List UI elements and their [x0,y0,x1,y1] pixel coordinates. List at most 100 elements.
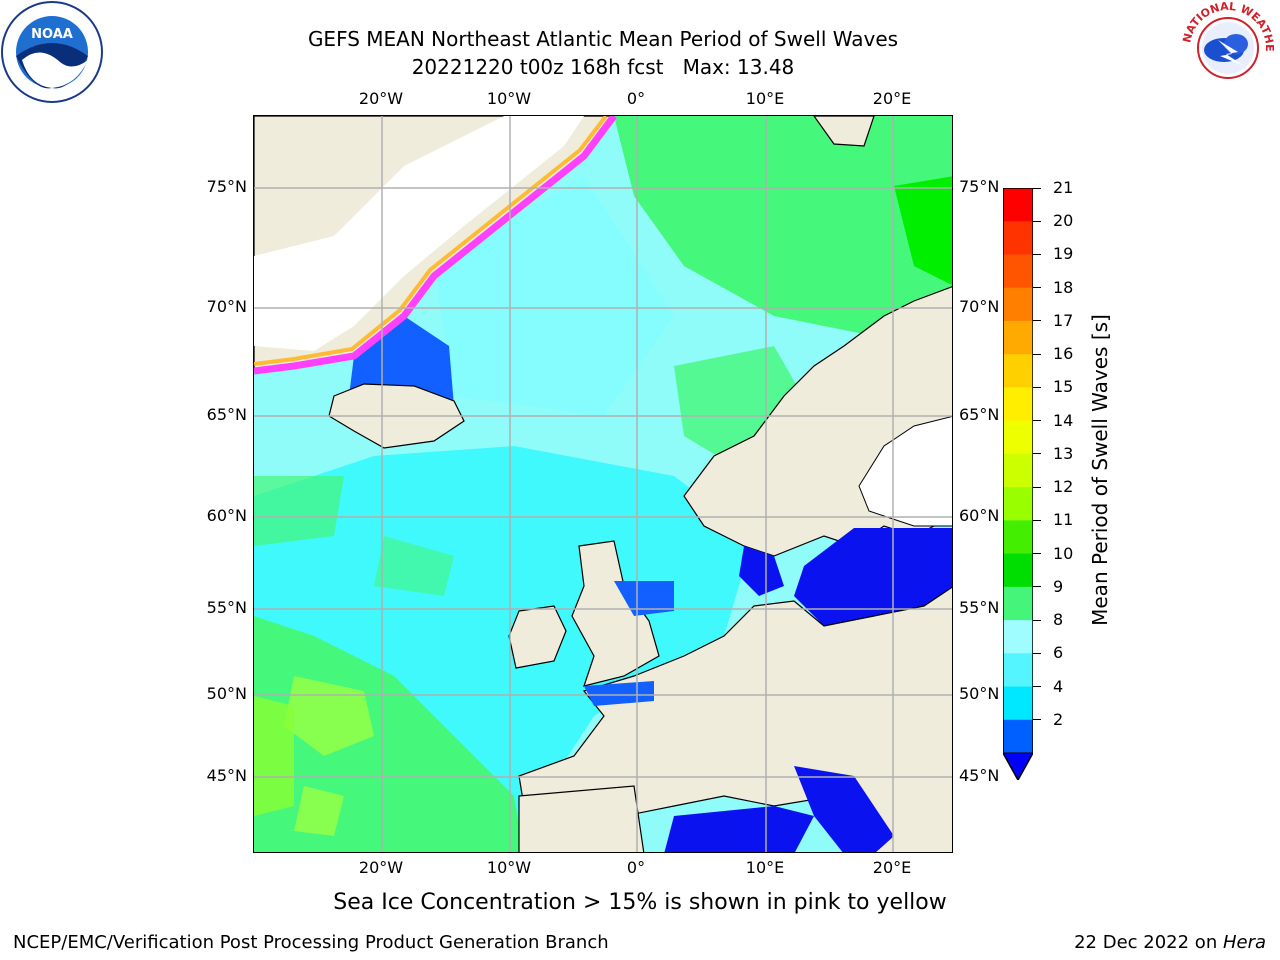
colorbar-band [1003,254,1033,289]
colorbar-tick-label: 2 [1053,709,1064,729]
colorbar-band [1003,686,1033,721]
ocean-yellowgreen-patch [284,676,374,756]
colorbar-band [1003,287,1033,322]
swell-period-map [253,115,953,853]
greenland-ice [254,116,584,351]
colorbar-tick-mark [1033,220,1041,222]
lat-label-right: 60°N [959,506,1000,525]
colorbar-tick-label: 17 [1053,310,1074,330]
colorbar-tick-label: 4 [1053,676,1064,696]
lon-label-top: 20°E [872,89,912,108]
lon-label-top: 20°W [358,89,404,108]
sea-ice-edge [254,116,617,375]
colorbar-tick-mark [1033,719,1041,721]
colorbar-tick-label: 21 [1053,178,1074,197]
run-date: 22 Dec 2022 on Hera [1074,932,1266,953]
colorbar-tick-label: 8 [1053,610,1064,630]
colorbar-tick-mark [1033,652,1041,654]
colorbar-tick-mark [1033,187,1041,189]
lon-label-bottom: 10°W [486,858,532,877]
colorbar-band [1003,420,1033,455]
lon-label-top: 0° [626,89,646,108]
colorbar-title-wrap: Mean Period of Swell Waves [s] [940,314,1260,626]
lat-label-left: 70°N [206,297,247,316]
lat-label-right: 55°N [959,598,1000,617]
colorbar-tick-label: 11 [1053,510,1074,530]
colorbar-tick-mark [1033,287,1041,289]
lat-label-right: 50°N [959,684,1000,703]
colorbar-band [1003,188,1033,222]
sea-ice-edge-inner [254,116,608,366]
chart-title-line1: GEFS MEAN Northeast Atlantic Mean Period… [307,27,899,51]
ocean-green-region [614,116,952,336]
ocean-yellowgreen-patch [294,786,344,836]
colorbar-tick-label: 15 [1053,377,1074,397]
skagerrak-blue [739,546,784,596]
ocean-green-region [254,476,344,546]
colorbar-tick-mark [1033,420,1041,422]
map-svg [254,116,952,852]
mediterranean-blue [664,806,814,852]
noaa-logo-text: NOAA [31,27,73,42]
colorbar-tick-label: 18 [1053,277,1074,297]
colorbar-tick-label: 12 [1053,477,1074,497]
colorbar-tick-label: 9 [1053,576,1064,596]
colorbar-title: Mean Period of Swell Waves [s] [1088,314,1112,626]
colorbar-band [1003,586,1033,621]
lon-label-bottom: 20°E [872,858,912,877]
mediterranean-blue [794,766,894,852]
colorbar-tick-mark [1033,553,1041,555]
run-host: Hera [1222,932,1266,953]
ocean-cyan-field [434,176,674,416]
lon-label-top: 10°E [745,89,785,108]
colorbar-tick-mark [1033,386,1041,388]
run-date-text: 22 Dec 2022 on [1074,932,1223,953]
lon-label-top: 10°W [486,89,532,108]
colorbar [1002,187,1034,782]
colorbar-tick-label: 14 [1053,410,1074,430]
colorbar-tick-mark [1033,453,1041,455]
colorbar-tick-mark [1033,486,1041,488]
colorbar-band [1003,221,1033,255]
colorbar-tick-label: 16 [1053,344,1074,364]
colorbar-band [1003,620,1033,654]
colorbar-tick-label: 13 [1053,443,1074,463]
lat-label-left: 60°N [206,506,247,525]
lat-label-left: 55°N [206,598,247,617]
colorbar-tick-mark [1033,353,1041,355]
colorbar-tick-mark [1033,619,1041,621]
colorbar-band [1003,487,1033,521]
ocean-green-region [374,536,454,596]
colorbar-band [1003,387,1033,422]
lat-label-left: 50°N [206,684,247,703]
colorbar-svg [1002,187,1034,782]
colorbar-tick-mark [1033,320,1041,322]
colorbar-tick-label: 6 [1053,643,1064,663]
bothnia-ice [858,415,952,527]
colorbar-tick-mark [1033,586,1041,588]
colorbar-tick-label: 19 [1053,244,1074,264]
north-sea-blue [614,581,674,616]
colorbar-band [1003,553,1033,588]
colorbar-tick-mark [1033,253,1041,255]
sea-ice-footnote: Sea Ice Concentration > 15% is shown in … [333,890,947,915]
colorbar-tick-label: 10 [1053,543,1074,563]
colorbar-band [1003,520,1033,555]
colorbar-extend-triangle [1002,752,1034,782]
chart-title-line2: 20221220 t00z 168h fcst Max: 13.48 [411,55,795,79]
lon-label-bottom: 10°E [745,858,785,877]
svalbard-land [813,116,875,147]
lat-label-right: 65°N [959,405,1000,424]
lat-label-right: 75°N [959,177,1000,196]
lat-label-left: 75°N [206,177,247,196]
colorbar-band [1003,453,1033,488]
colorbar-band [1003,719,1033,754]
nws-logo: NATIONAL WEATHER SERVICE [1176,0,1276,96]
colorbar-tick-mark [1033,519,1041,521]
lat-label-left: 45°N [206,766,247,785]
colorbar-tick-mark [1033,686,1041,688]
lon-label-bottom: 20°W [358,858,404,877]
noaa-logo: NOAA [0,0,104,104]
colorbar-band [1003,354,1033,388]
graticule [254,116,952,852]
